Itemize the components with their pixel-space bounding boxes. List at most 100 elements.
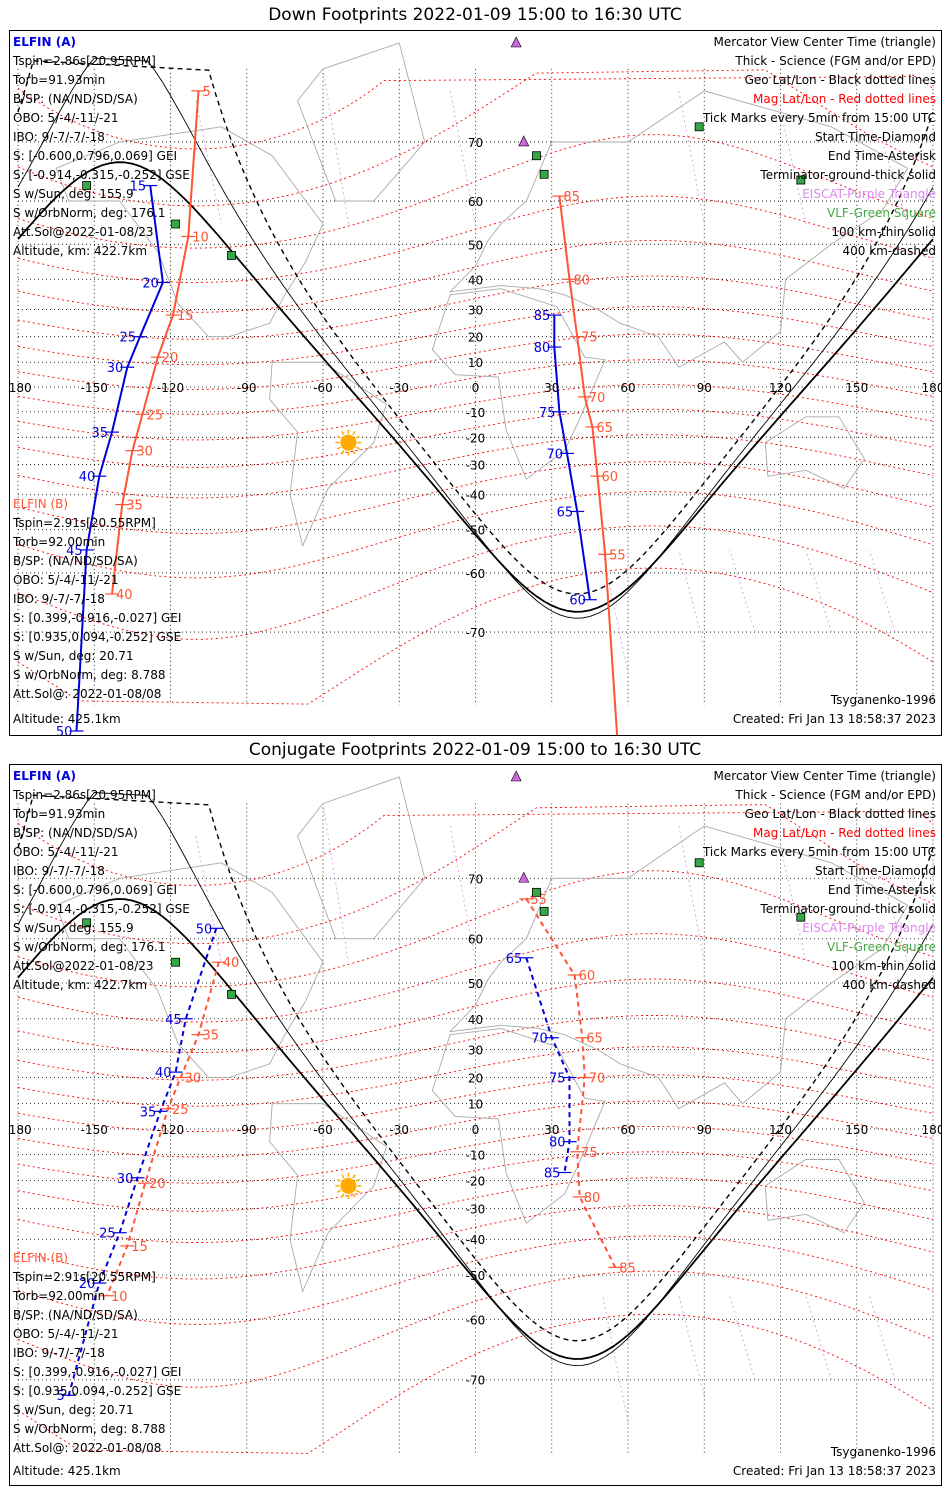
mag-parallel: [17, 1046, 934, 1107]
elfin-b-line: IBO: 9/-7/-7/-18: [13, 592, 105, 606]
lon-tick-label: -180: [10, 1123, 32, 1137]
elfin-a-tick-label: 20: [79, 1277, 96, 1292]
legend-item: End Time-Asterisk: [828, 883, 936, 897]
lat-tick-label: 20: [468, 331, 483, 345]
elfin-b-title: ELFIN (B): [13, 497, 68, 511]
elfin-b-line: Altitude: 425.1km: [13, 1464, 121, 1478]
lon-tick-label: 0: [472, 381, 480, 395]
continent-outline: [448, 825, 909, 1110]
elfin-b-tick-label: 65: [586, 1032, 603, 1047]
elfin-a-line: Torb=91.93min: [12, 807, 105, 821]
sun-ray: [355, 1178, 361, 1183]
sun-ray: [355, 435, 361, 439]
elfin-a-title: ELFIN (A): [13, 769, 76, 783]
elfin-b-tick-label: 40: [116, 588, 133, 603]
lat-tick-label: -20: [466, 431, 486, 445]
elfin-a-track: [67, 927, 218, 1396]
station-markers: [82, 770, 806, 1199]
legend-item: EISCAT-Purple Triangle: [802, 921, 936, 935]
mag-parallel: [17, 1270, 934, 1388]
mag-meridian: [195, 835, 222, 963]
vlf-square-icon: [171, 957, 180, 967]
created-timestamp: Created: Fri Jan 13 18:58:37 2023: [733, 712, 936, 726]
elfin-b-tick-label: 25: [147, 408, 164, 423]
elfin-b-tick-label: 35: [202, 1029, 219, 1044]
continent-outline: [448, 90, 909, 368]
elfin-b-line: Torb=92.00min: [12, 1289, 105, 1303]
lon-tick-label: -30: [389, 381, 409, 395]
elfin-a-title: ELFIN (A): [13, 35, 76, 49]
terminator-400km: [17, 794, 934, 1342]
elfin-a-line: S: [-0.600,0.796,0.069] GEI: [13, 149, 177, 163]
elfin-a-line: S w/OrbNorm, deg: 176.1: [13, 206, 165, 220]
elfin-a-track: [75, 185, 164, 732]
mag-parallel: [17, 1313, 934, 1454]
sun-ray: [341, 1193, 345, 1198]
elfin-a-tick-label: 65: [506, 952, 523, 967]
elfin-a-tick-label: 25: [119, 331, 136, 346]
vlf-square-icon: [227, 989, 236, 999]
legend-item: 100 km-thin solid: [831, 959, 936, 973]
elfin-a-tick-label: 30: [117, 1172, 134, 1187]
continent-outlines: [55, 776, 909, 1293]
elfin-a-line: Altitude, km: 422.7km: [13, 244, 147, 258]
geo-grid: [17, 68, 934, 706]
legend-item: Mercator View Center Time (triangle): [714, 35, 936, 49]
continent-outline: [269, 1103, 388, 1293]
elfin-a-tick-label: 5: [57, 1389, 65, 1404]
lon-tick-label: -90: [237, 1123, 257, 1137]
elfin-a-line: B/SP: (NA/ND/SD/SA): [13, 92, 138, 106]
sun-ray: [341, 1174, 345, 1179]
legend-item: Mag Lat/Lon - Red dotted lines: [753, 826, 936, 840]
sun-ray: [336, 446, 341, 450]
elfin-a-line: Tspin=2.86s[20.95RPM]: [12, 54, 156, 68]
footprint-tracks: 15 20 25 30 35 40 45 50 85 80 75 70 65 60 5 10 15 20 25 30 3…: [56, 85, 626, 735]
elfin-b-tick-label: 20: [149, 1177, 166, 1192]
mag-meridian: [805, 549, 832, 633]
eiscat-triangle-icon: [510, 36, 522, 48]
lat-tick-label: -60: [466, 567, 486, 581]
lat-tick-label: 70: [468, 136, 483, 150]
sun-ray: [341, 450, 345, 455]
elfin-a-tick-label: 50: [196, 922, 213, 937]
vlf-square-icon: [694, 858, 704, 868]
panel-title: Conjugate Footprints 2022-01-09 15:00 to…: [248, 740, 702, 760]
mag-meridian: [780, 109, 807, 225]
elfin-a-tick-label: 35: [140, 1105, 157, 1120]
mag-parallel: [17, 933, 934, 1023]
info-text: ELFIN (A) Tspin=2.86s[20.95RPM] Torb=91.…: [12, 769, 936, 1478]
elfin-a-tick-label: 15: [130, 180, 147, 195]
continent-outline: [55, 862, 324, 1078]
legend-item: Mercator View Center Time (triangle): [714, 769, 936, 783]
lon-tick-label: 150: [845, 381, 868, 395]
mag-meridian: [195, 100, 222, 225]
elfin-b-tick-label: 30: [185, 1072, 202, 1087]
elfin-b-tick-label: 85: [619, 1261, 636, 1276]
lat-tick-label: -30: [466, 1202, 486, 1216]
vlf-square-icon: [539, 906, 549, 916]
elfin-a-tick-label: 20: [142, 276, 159, 291]
mag-parallel: [17, 870, 934, 988]
elfin-a-tick-label: 80: [549, 1136, 566, 1151]
legend-item: Geo Lat/Lon - Black dotted lines: [745, 807, 936, 821]
elfin-a-line: OBO: 5/-4/-11/-21: [13, 845, 119, 859]
lat-tick-label: -70: [466, 1374, 486, 1388]
lat-tick-label: -70: [466, 626, 486, 640]
mag-parallel: [17, 461, 934, 535]
elfin-a-line: IBO: 9/-7/-7/-18: [13, 130, 105, 144]
axis-labels: -180 -150 -120 -90 -60 -30 0 30 60 90 120 150 180 70 6…: [10, 872, 941, 1387]
lat-tick-label: -60: [466, 1313, 486, 1327]
lon-tick-label: 180: [922, 1123, 941, 1137]
elfin-b-line: Att.Sol@: 2022-01-08/08: [13, 687, 161, 701]
lon-tick-label: 120: [769, 1123, 792, 1137]
elfin-b-tick-label: 65: [596, 421, 613, 436]
mag-parallel: [17, 1126, 934, 1184]
mag-parallel: [17, 1205, 934, 1280]
terminator-400km: [17, 60, 934, 595]
elfin-b-tick-label: 80: [584, 1191, 601, 1206]
elfin-b-tick-label: 40: [223, 956, 240, 971]
elfin-b-tick-label: 30: [136, 445, 153, 460]
mag-meridian: [869, 1295, 896, 1380]
elfin-a-line: Altitude, km: 422.7km: [13, 978, 147, 992]
elfin-b-title: ELFIN (B): [13, 1251, 68, 1265]
